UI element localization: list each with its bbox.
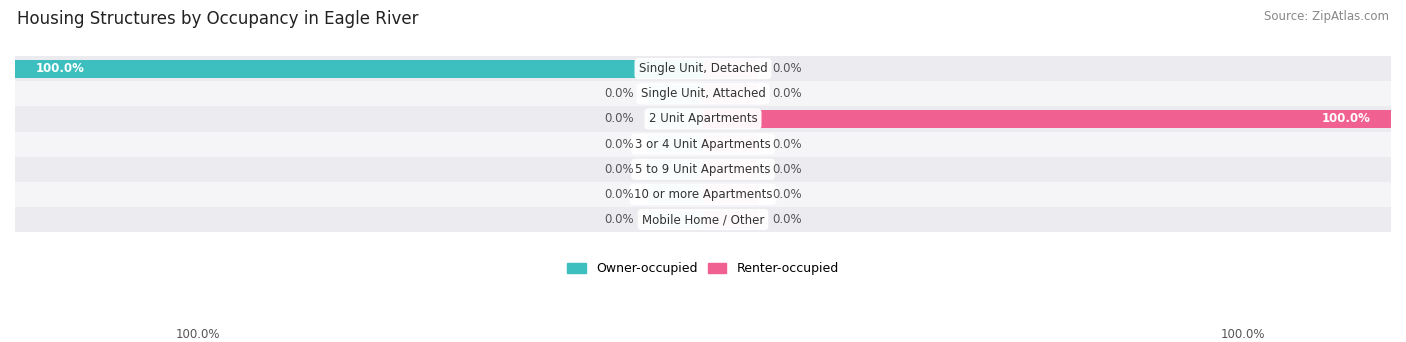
Text: 100.0%: 100.0%	[176, 328, 221, 341]
Bar	[648, 160, 703, 178]
Text: 0.0%: 0.0%	[605, 188, 634, 201]
Bar	[703, 110, 1391, 128]
Text: 0.0%: 0.0%	[772, 62, 801, 75]
Bar	[15, 207, 1391, 232]
Text: 100.0%: 100.0%	[35, 62, 84, 75]
Text: Source: ZipAtlas.com: Source: ZipAtlas.com	[1264, 10, 1389, 23]
Text: 3 or 4 Unit Apartments: 3 or 4 Unit Apartments	[636, 137, 770, 150]
Text: Housing Structures by Occupancy in Eagle River: Housing Structures by Occupancy in Eagle…	[17, 10, 419, 28]
Text: 5 to 9 Unit Apartments: 5 to 9 Unit Apartments	[636, 163, 770, 176]
Bar	[648, 185, 703, 203]
Bar	[648, 135, 703, 153]
Text: 0.0%: 0.0%	[772, 137, 801, 150]
Text: 0.0%: 0.0%	[772, 188, 801, 201]
Text: Mobile Home / Other: Mobile Home / Other	[641, 213, 765, 226]
Text: 0.0%: 0.0%	[605, 213, 634, 226]
Text: 0.0%: 0.0%	[772, 213, 801, 226]
Text: Single Unit, Detached: Single Unit, Detached	[638, 62, 768, 75]
Bar	[15, 106, 1391, 132]
Bar	[15, 157, 1391, 182]
Bar	[703, 60, 758, 78]
Bar	[648, 211, 703, 229]
Bar	[15, 182, 1391, 207]
Bar	[703, 85, 758, 103]
Text: 0.0%: 0.0%	[772, 163, 801, 176]
Bar	[648, 110, 703, 128]
Bar	[15, 60, 703, 78]
Bar	[703, 185, 758, 203]
Text: 0.0%: 0.0%	[605, 137, 634, 150]
Text: 10 or more Apartments: 10 or more Apartments	[634, 188, 772, 201]
Bar	[703, 211, 758, 229]
Text: 100.0%: 100.0%	[1322, 113, 1371, 126]
Text: Single Unit, Attached: Single Unit, Attached	[641, 87, 765, 100]
Bar	[15, 56, 1391, 81]
Bar	[15, 132, 1391, 157]
Bar	[15, 81, 1391, 106]
Text: 0.0%: 0.0%	[605, 163, 634, 176]
Bar	[703, 160, 758, 178]
Bar	[703, 135, 758, 153]
Text: 0.0%: 0.0%	[772, 87, 801, 100]
Text: 0.0%: 0.0%	[605, 87, 634, 100]
Text: 2 Unit Apartments: 2 Unit Apartments	[648, 113, 758, 126]
Text: 0.0%: 0.0%	[605, 113, 634, 126]
Legend: Owner-occupied, Renter-occupied: Owner-occupied, Renter-occupied	[568, 262, 838, 275]
Text: 100.0%: 100.0%	[1220, 328, 1265, 341]
Bar	[648, 85, 703, 103]
